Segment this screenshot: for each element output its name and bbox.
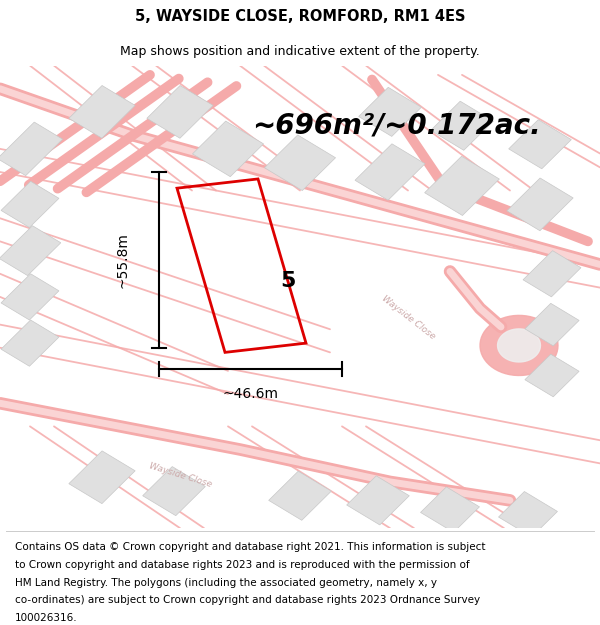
- Text: 5, WAYSIDE CLOSE, ROMFORD, RM1 4ES: 5, WAYSIDE CLOSE, ROMFORD, RM1 4ES: [135, 9, 465, 24]
- Text: 100026316.: 100026316.: [15, 613, 77, 623]
- Text: ~46.6m: ~46.6m: [223, 387, 278, 401]
- Text: Wayside Close: Wayside Close: [380, 294, 436, 341]
- Polygon shape: [1, 320, 59, 366]
- Text: Map shows position and indicative extent of the property.: Map shows position and indicative extent…: [120, 45, 480, 58]
- Text: ~696m²/~0.172ac.: ~696m²/~0.172ac.: [252, 112, 541, 140]
- Text: Contains OS data © Crown copyright and database right 2021. This information is : Contains OS data © Crown copyright and d…: [15, 542, 485, 552]
- Polygon shape: [525, 303, 579, 346]
- Text: co-ordinates) are subject to Crown copyright and database rights 2023 Ordnance S: co-ordinates) are subject to Crown copyr…: [15, 596, 480, 606]
- Polygon shape: [525, 354, 579, 397]
- Text: to Crown copyright and database rights 2023 and is reproduced with the permissio: to Crown copyright and database rights 2…: [15, 559, 470, 569]
- Polygon shape: [421, 487, 479, 532]
- Polygon shape: [480, 316, 558, 376]
- Polygon shape: [425, 156, 499, 216]
- Polygon shape: [507, 178, 573, 231]
- Polygon shape: [265, 135, 335, 191]
- Polygon shape: [193, 121, 263, 177]
- Polygon shape: [0, 122, 62, 176]
- Polygon shape: [355, 144, 425, 200]
- Polygon shape: [1, 274, 59, 320]
- Polygon shape: [523, 251, 581, 297]
- Polygon shape: [359, 88, 421, 136]
- Polygon shape: [143, 467, 205, 516]
- Text: Wayside Close: Wayside Close: [148, 461, 212, 489]
- Text: HM Land Registry. The polygons (including the associated geometry, namely x, y: HM Land Registry. The polygons (includin…: [15, 578, 437, 587]
- Polygon shape: [0, 226, 61, 276]
- Polygon shape: [269, 471, 331, 520]
- Polygon shape: [69, 451, 135, 504]
- Polygon shape: [147, 86, 213, 138]
- Polygon shape: [499, 491, 557, 537]
- Polygon shape: [431, 101, 493, 150]
- Polygon shape: [497, 329, 541, 362]
- Polygon shape: [347, 476, 409, 525]
- Text: ~55.8m: ~55.8m: [116, 232, 130, 288]
- Polygon shape: [509, 120, 571, 169]
- Polygon shape: [1, 181, 59, 228]
- Text: 5: 5: [280, 271, 296, 291]
- Polygon shape: [69, 86, 135, 138]
